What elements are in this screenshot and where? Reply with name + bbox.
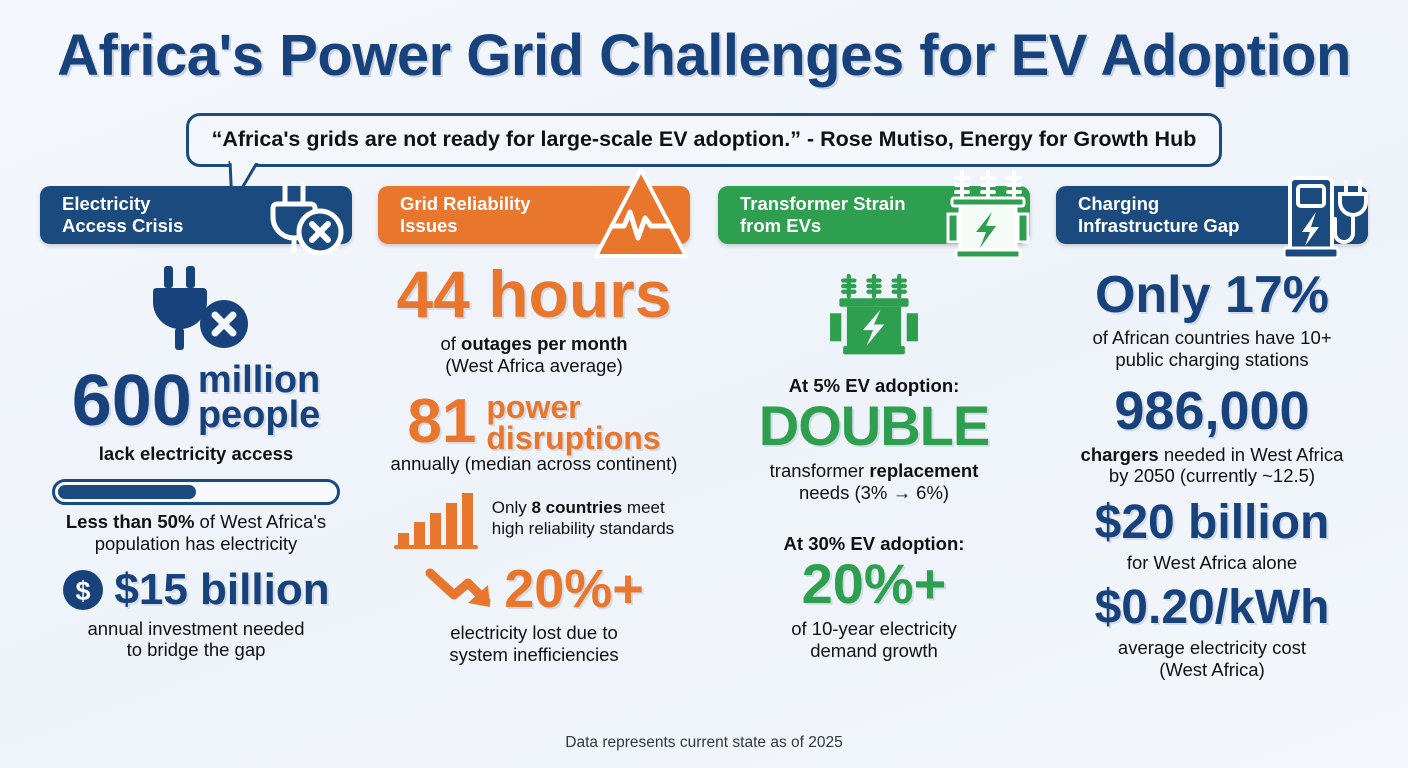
stat-8-countries: Only 8 countries meet high reliability s… — [378, 489, 690, 549]
caption-line2: (West Africa average) — [445, 354, 623, 376]
footer-note: Data represents current state as of 2025 — [565, 734, 843, 751]
label-at-5-percent: At 5% EV adoption: — [788, 375, 960, 396]
column-body: Only 17% of African countries have 10+ p… — [1056, 244, 1368, 681]
caption-line2: system inefficiencies — [449, 643, 619, 665]
column-body: At 5% EV adoption: DOUBLE transformer re… — [718, 244, 1030, 662]
caption-line2: high reliability standards — [491, 518, 675, 538]
column-body: 44 hours of outages per month (West Afri… — [378, 244, 690, 666]
stat-20-percent-loss: 20%+ — [378, 558, 690, 619]
caption-line2: to bridge the gap — [126, 639, 266, 661]
down-arrow-icon — [425, 568, 491, 608]
chip-label: Electricity Access Crisis — [62, 193, 184, 236]
transformer-hero-icon — [830, 273, 918, 355]
progress-caption-line2: population has electricity — [94, 532, 298, 554]
stat-20-percent-growth-caption: of 10-year electricity demand growth — [718, 618, 1030, 662]
caption-line1: annual investment needed — [87, 617, 305, 639]
chip-label: Transformer Strain from EVs — [740, 193, 906, 236]
column-transformer-strain: Transformer Strain from EVs — [718, 170, 1030, 662]
stat-20-billion-caption: for West Africa alone — [1126, 552, 1298, 574]
ev-charging-station-icon — [1280, 172, 1372, 267]
stat-44-hours-caption: of outages per month (West Africa averag… — [378, 333, 690, 377]
transformer-icon — [942, 168, 1034, 269]
chip-transformer-strain[interactable]: Transformer Strain from EVs — [718, 170, 1030, 260]
caption-pre: of — [440, 332, 462, 354]
caption-post: needed in West Africa — [1158, 443, 1344, 465]
caption-pre: Only — [491, 498, 532, 518]
warning-triangle-pulse-icon — [590, 164, 692, 267]
stat-only-17-caption: of African countries have 10+ public cha… — [1056, 327, 1368, 371]
caption-bold: replacement — [869, 459, 979, 481]
caption-post: meet — [622, 498, 665, 518]
stat-81-caption: annually (median across continent) — [390, 453, 678, 475]
progress-caption-rest: of West Africa's — [194, 510, 327, 532]
stat-words: power disruptions — [486, 389, 661, 456]
caption-line2: (West Africa) — [1159, 658, 1265, 680]
caption-line2: needs (3% → 6%) — [798, 481, 950, 503]
chip-label: Grid Reliability Issues — [400, 193, 531, 236]
column-body: 600 million people lack electricity acce… — [40, 244, 352, 661]
column-electricity-access-crisis: Electricity Access Crisis — [40, 183, 352, 661]
chip-electricity-access-crisis[interactable]: Electricity Access Crisis — [40, 183, 352, 256]
stat-81-disruptions: 81 power disruptions — [378, 387, 690, 457]
stat-words: million people — [197, 359, 321, 436]
caption-pre: transformer — [769, 459, 870, 481]
stat-double: DOUBLE — [758, 393, 990, 457]
stat-15-billion-caption: annual investment needed to bridge the g… — [40, 618, 352, 662]
stat-15-billion: $ $15 billion — [40, 565, 352, 615]
svg-text:$: $ — [76, 576, 91, 606]
chip-label: Charging Infrastructure Gap — [1078, 193, 1240, 236]
progress-caption: Less than 50% of West Africa's populatio… — [40, 511, 352, 555]
stat-8-countries-caption: Only 8 countries meet high reliability s… — [492, 498, 674, 539]
caption-line2: by 2050 (currently ~12.5) — [1108, 465, 1316, 487]
progress-bar-fill — [58, 484, 196, 499]
stat-number: 20%+ — [504, 558, 644, 619]
caption-bold: outages per month — [461, 332, 628, 354]
column-charging-infrastructure-gap: Charging Infrastructure Gap — [1056, 176, 1368, 681]
caption-line1: average electricity cost — [1117, 637, 1307, 659]
plug-disconnected-hero-icon — [152, 266, 248, 350]
plug-disconnected-icon — [254, 170, 350, 267]
stat-number: 600 — [71, 361, 192, 442]
dollar-coin-icon: $ — [63, 569, 104, 610]
stat-986000-caption: chargers needed in West Africa by 2050 (… — [1056, 444, 1368, 488]
caption-line1: of African countries have 10+ — [1092, 326, 1332, 348]
stat-only-17-percent: Only 17% — [1094, 266, 1330, 324]
stat-20-billion: $20 billion — [1094, 496, 1330, 550]
column-grid-reliability-issues: Grid Reliability Issues 44 hours of outa… — [378, 168, 690, 666]
caption-bold: 8 countries — [531, 498, 623, 518]
page-title: Africa's Power Grid Challenges for EV Ad… — [57, 23, 1351, 88]
chip-charging-infrastructure-gap[interactable]: Charging Infrastructure Gap — [1056, 176, 1368, 260]
stat-20-percent-caption: electricity lost due to system inefficie… — [378, 622, 690, 666]
quote-bubble: “Africa's grids are not ready for large-… — [186, 113, 1222, 207]
caption-line2: demand growth — [810, 639, 938, 661]
stat-986000: 986,000 — [1114, 380, 1310, 441]
caption-bold: chargers — [1080, 443, 1159, 465]
label-at-30-percent: At 30% EV adoption: — [783, 533, 965, 555]
stat-number: 81 — [407, 387, 477, 457]
caption-line2: public charging stations — [1115, 348, 1309, 370]
quote-text: “Africa's grids are not ready for large-… — [186, 113, 1222, 167]
stat-double-caption: transformer replacement needs (3% → 6%) — [718, 460, 1030, 504]
stat-cost-per-kwh-caption: average electricity cost (West Africa) — [1056, 637, 1368, 681]
progress-caption-bold: Less than 50% — [65, 510, 195, 532]
stat-44-hours: 44 hours — [396, 257, 672, 331]
caption-line1: electricity lost due to — [450, 621, 618, 643]
stat-number: $15 billion — [114, 565, 330, 615]
columns-container: Electricity Access Crisis — [0, 168, 1408, 726]
chip-grid-reliability-issues[interactable]: Grid Reliability Issues — [378, 168, 690, 258]
stat-cost-per-kwh: $0.20/kWh — [1094, 581, 1330, 635]
stat-600-million: 600 million people — [40, 359, 352, 442]
caption-line1: of 10-year electricity — [791, 618, 957, 640]
stat-20-percent-growth: 20%+ — [801, 552, 947, 616]
stat-600-caption: lack electricity access — [98, 442, 294, 464]
electricity-access-progress-bar — [52, 478, 340, 505]
bar-chart-icon — [393, 492, 478, 549]
